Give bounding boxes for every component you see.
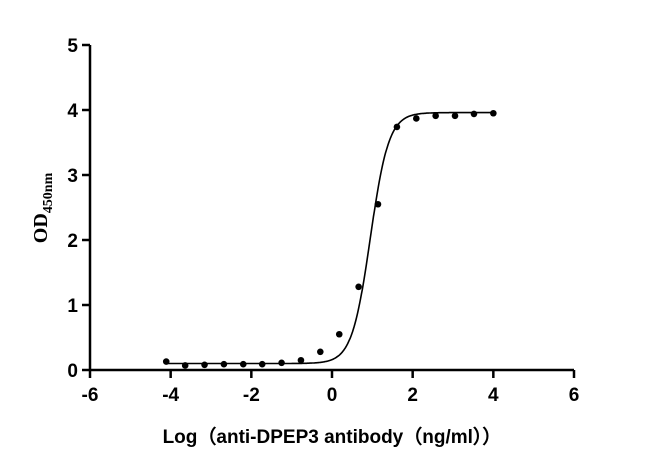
data-point xyxy=(355,283,362,291)
x-tick-label: 4 xyxy=(488,385,499,406)
data-point xyxy=(374,200,382,208)
data-point xyxy=(470,110,478,118)
y-tick-label: 0 xyxy=(67,361,78,382)
data-point xyxy=(220,360,228,368)
data-point xyxy=(201,361,208,369)
data-point xyxy=(239,360,247,368)
data-point xyxy=(258,360,266,368)
data-points xyxy=(162,109,497,369)
y-tick-label: 2 xyxy=(67,231,78,252)
x-tick-label: 6 xyxy=(569,385,580,406)
y-tick-label: 1 xyxy=(67,296,78,317)
y-axis-label-main: OD xyxy=(30,213,52,243)
y-axis-label-sub: 450nm xyxy=(41,172,56,213)
data-point xyxy=(181,362,189,369)
data-point xyxy=(393,123,401,131)
data-point xyxy=(335,330,343,338)
axes: -6 -4 -2 0 2 4 6 0 1 2 3 4 5 xyxy=(67,36,579,406)
data-point xyxy=(451,112,459,120)
y-tick-label: 4 xyxy=(67,101,78,122)
data-point xyxy=(490,109,497,117)
y-axis-label: OD450nm xyxy=(30,172,56,243)
x-tick-label: -6 xyxy=(82,385,99,406)
data-point xyxy=(297,356,305,364)
data-point xyxy=(432,112,439,120)
x-tick-label: -4 xyxy=(162,385,179,406)
y-tick-label: 5 xyxy=(67,36,78,57)
data-point xyxy=(317,348,324,356)
fit-curve xyxy=(166,111,493,365)
data-point xyxy=(162,358,170,365)
y-tick-label: 3 xyxy=(67,166,78,187)
data-point xyxy=(412,115,420,122)
x-tick-label: 2 xyxy=(407,385,418,406)
x-tick-label: -2 xyxy=(243,385,260,406)
x-axis-label: Log（anti-DPEP3 antibody（ng/ml）） xyxy=(163,425,502,448)
x-tick-label: 0 xyxy=(327,385,338,406)
data-point xyxy=(278,359,285,367)
